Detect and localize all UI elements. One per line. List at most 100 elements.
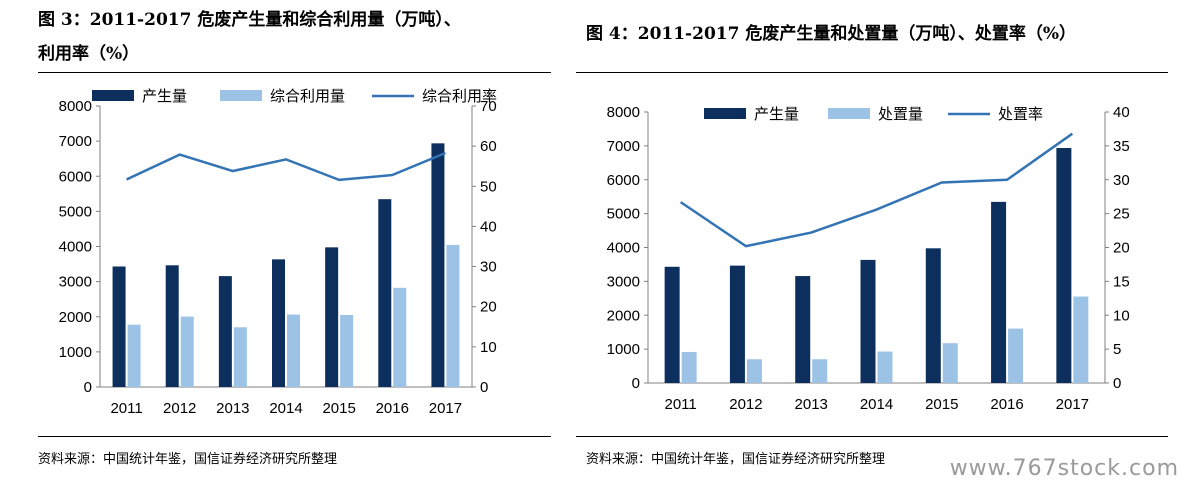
x-tick-label: 2016 <box>376 400 409 417</box>
right-tick-label: 0 <box>480 379 488 396</box>
bar-secondary <box>681 351 697 383</box>
bar-secondary <box>340 314 354 387</box>
right-tick-label: 70 <box>480 98 497 115</box>
right-tick-label: 50 <box>480 178 497 195</box>
left-tick-label: 8000 <box>607 104 640 121</box>
rate-line <box>679 132 1074 248</box>
bar-primary <box>664 266 680 383</box>
x-tick-label: 2015 <box>925 396 958 413</box>
left-tick-label: 0 <box>84 379 92 396</box>
left-tick-label: 3000 <box>607 273 640 290</box>
x-tick-label: 2014 <box>269 400 302 417</box>
figure-3-panel: 图 3：2011-2017 危废产生量和综合利用量（万吨）、 利用率（%） 0 1… <box>0 0 555 487</box>
figure-3-source: 资料来源：中国统计年鉴，国信证券经济研究所整理 <box>38 452 338 467</box>
bar-secondary <box>393 287 407 387</box>
right-tick-label: 5 <box>1113 341 1121 358</box>
left-tick-label: 5000 <box>607 206 640 223</box>
left-tick-label: 7000 <box>607 138 640 155</box>
right-tick-label: 20 <box>480 299 497 316</box>
bar-primary <box>1056 148 1072 383</box>
figure-4-title: 图 4：2011-2017 危废产生量和处置量（万吨）、处置率（%） <box>586 24 1077 44</box>
x-tick-label: 2013 <box>216 400 249 417</box>
x-tick-label: 2013 <box>795 396 828 413</box>
figure-4-top-rule <box>576 72 1168 73</box>
legend-label: 处置率 <box>998 106 1043 123</box>
x-tick-label: 2011 <box>110 400 142 417</box>
bar-primary <box>218 276 232 387</box>
bar-primary <box>860 259 876 383</box>
right-tick-label: 30 <box>1113 172 1130 189</box>
left-tick-label: 5000 <box>59 203 92 220</box>
bar-primary <box>165 265 179 387</box>
figure-3-bottom-rule <box>38 436 551 437</box>
right-tick-label: 30 <box>480 259 497 276</box>
x-tick-label: 2017 <box>1056 396 1089 413</box>
bar-primary <box>112 266 126 387</box>
right-tick-label: 10 <box>1113 307 1130 324</box>
bar-secondary <box>180 316 194 387</box>
bar-primary <box>272 259 285 387</box>
right-tick-label: 0 <box>1113 375 1121 392</box>
right-tick-label: 60 <box>480 138 497 155</box>
legend-label: 产生量 <box>142 88 187 105</box>
left-tick-label: 2000 <box>607 307 640 324</box>
legend-swatch <box>220 90 262 101</box>
left-tick-label: 4000 <box>59 239 92 256</box>
bar-primary <box>325 247 339 387</box>
bar-primary <box>991 201 1007 383</box>
x-tick-label: 2012 <box>729 396 762 413</box>
figure-4-bottom-rule <box>576 436 1168 437</box>
x-tick-label: 2014 <box>860 396 893 413</box>
bar-secondary <box>233 327 247 387</box>
right-tick-label: 10 <box>480 339 497 356</box>
bar-secondary <box>812 359 828 383</box>
right-tick-label: 25 <box>1113 206 1130 223</box>
figure-4-source: 资料来源：中国统计年鉴，国信证券经济研究所整理 <box>586 452 886 467</box>
left-tick-label: 4000 <box>607 240 640 257</box>
x-tick-label: 2011 <box>665 396 697 413</box>
right-tick-label: 20 <box>1113 240 1130 257</box>
bar-secondary <box>287 314 300 387</box>
figure-3-top-rule <box>38 72 551 73</box>
bar-secondary <box>127 324 141 387</box>
right-tick-label: 15 <box>1113 273 1130 290</box>
bar-secondary <box>1008 328 1024 383</box>
bar-primary <box>378 199 392 387</box>
x-tick-label: 2015 <box>322 400 355 417</box>
left-tick-label: 6000 <box>607 172 640 189</box>
right-tick-label: 40 <box>480 218 497 235</box>
left-tick-label: 6000 <box>59 168 92 185</box>
x-tick-label: 2017 <box>429 400 462 417</box>
x-tick-label: 2012 <box>163 400 196 417</box>
legend-label: 综合利用量 <box>270 88 345 105</box>
left-tick-label: 2000 <box>59 309 92 326</box>
bar-primary <box>729 265 745 383</box>
right-tick-label: 40 <box>1113 104 1130 121</box>
legend-label: 综合利用率 <box>422 88 497 105</box>
legend-label: 处置量 <box>878 106 923 123</box>
legend-label: 产生量 <box>754 106 799 123</box>
bar-primary <box>925 248 941 383</box>
left-tick-label: 3000 <box>59 274 92 291</box>
left-tick-label: 8000 <box>59 98 92 115</box>
figure-3-title-line2: 利用率（%） <box>38 44 140 64</box>
bar-secondary <box>746 359 762 383</box>
left-tick-label: 0 <box>632 375 640 392</box>
left-tick-label: 1000 <box>59 344 92 361</box>
figure-3-chart: 0 1000 2000 3000 4000 5000 6000 7000 8000 0 10 20 30… <box>59 88 497 417</box>
figure-4-chart: 0 1000 2000 3000 4000 5000 6000 7000 8000 0 5 10 15 2… <box>607 104 1130 413</box>
figure-4-panel: 图 4：2011-2017 危废产生量和处置量（万吨）、处置率（%） 0 1000… <box>572 0 1189 487</box>
figure-3-title-line1: 图 3：2011-2017 危废产生量和综合利用量（万吨）、 <box>38 10 461 30</box>
right-tick-label: 35 <box>1113 138 1130 155</box>
legend-swatch <box>704 108 746 119</box>
bar-primary <box>795 276 811 383</box>
bar-secondary <box>877 351 893 383</box>
rate-line <box>126 151 446 182</box>
left-tick-label: 1000 <box>607 341 640 358</box>
x-tick-label: 2016 <box>990 396 1023 413</box>
bar-primary <box>431 143 445 387</box>
legend-swatch <box>92 90 134 101</box>
watermark: www.767stock.com <box>949 456 1179 481</box>
bar-secondary <box>1073 296 1089 383</box>
bar-secondary <box>446 244 460 387</box>
